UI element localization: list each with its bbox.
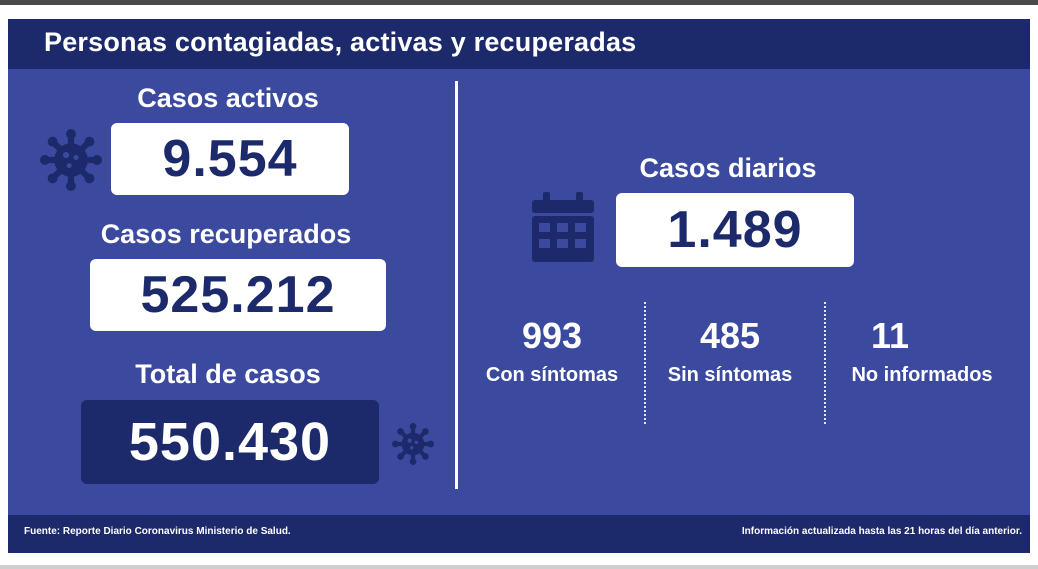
active-cases-value: 9.554 xyxy=(111,123,349,195)
virus-icon-small xyxy=(392,423,434,470)
column-divider xyxy=(455,81,458,489)
calendar-icon xyxy=(530,192,596,269)
page-title: Personas contagiadas, activas y recupera… xyxy=(44,27,637,57)
covid-stats-panel: Personas contagiadas, activas y recupera… xyxy=(8,19,1030,553)
not-reported-count: 11 xyxy=(870,315,910,356)
active-cases-label: Casos activos xyxy=(137,83,319,113)
daily-cases-label: Casos diarios xyxy=(639,153,817,183)
update-note: Información actualizada hasta las 21 hor… xyxy=(741,526,1022,537)
bottom-rule xyxy=(0,565,1038,569)
total-cases-label: Total de casos xyxy=(135,359,321,389)
symptomatic-label: Con síntomas xyxy=(485,364,619,386)
breakdown-separator xyxy=(824,302,826,424)
daily-cases-value: 1.489 xyxy=(616,193,854,267)
recovered-cases-value: 525.212 xyxy=(90,259,386,331)
symptomatic-count: 993 xyxy=(521,315,583,356)
total-cases-value: 550.430 xyxy=(81,400,379,484)
not-reported-label: No informados xyxy=(851,364,993,386)
recovered-cases-label: Casos recuperados xyxy=(100,219,352,249)
top-rule xyxy=(0,0,1038,5)
footer-bar: Fuente: Reporte Diario Coronavirus Minis… xyxy=(8,515,1030,553)
virus-icon xyxy=(40,129,102,196)
asymptomatic-label: Sin síntomas xyxy=(667,364,793,386)
breakdown-separator xyxy=(644,302,646,424)
asymptomatic-count: 485 xyxy=(699,315,761,356)
source-note: Fuente: Reporte Diario Coronavirus Minis… xyxy=(24,526,291,537)
header-bar: Personas contagiadas, activas y recupera… xyxy=(8,19,1030,69)
